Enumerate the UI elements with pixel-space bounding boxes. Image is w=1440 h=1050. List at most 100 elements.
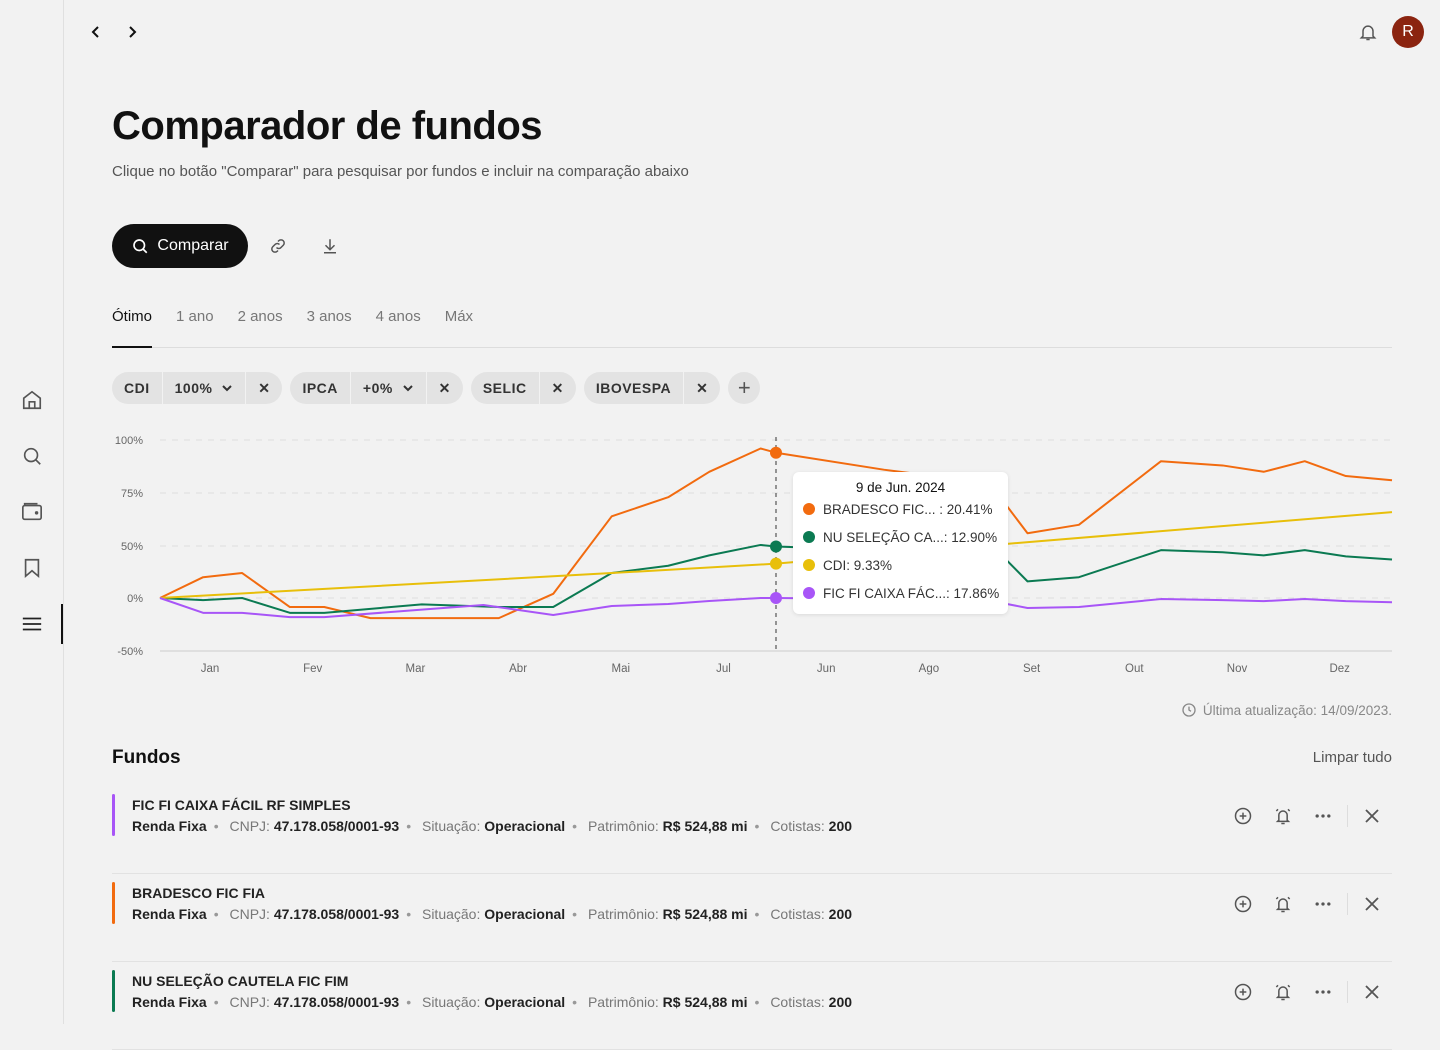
page-subtitle: Clique no botão "Comparar" para pesquisa… <box>112 163 689 180</box>
tab-4-anos[interactable]: 4 anos <box>375 308 421 325</box>
tab-2-anos[interactable]: 2 anos <box>237 308 283 325</box>
chip-ipca-label[interactable]: IPCA <box>290 372 351 404</box>
x-tick-label: Dez <box>1329 663 1350 675</box>
fund-holders: 200 <box>828 994 853 1010</box>
user-avatar[interactable]: R <box>1392 16 1424 48</box>
series-line <box>159 543 1393 614</box>
remove-fund-icon[interactable] <box>1352 804 1392 828</box>
link-icon[interactable] <box>266 234 290 258</box>
remove-ipca-icon[interactable]: ✕ <box>438 379 451 396</box>
y-tick-label: 75% <box>121 488 143 500</box>
chip-cdi-label[interactable]: CDI <box>112 372 163 404</box>
remove-fund-icon[interactable] <box>1352 980 1392 1004</box>
x-tick-label: Out <box>1125 663 1144 675</box>
status-label: Situação: <box>421 906 481 922</box>
tooltip-row: NU SELEÇÃO CA...: 12.90% <box>793 523 1008 551</box>
fund-cnpj: 47.178.058/0001-93 <box>273 906 400 922</box>
fund-row: BRADESCO FIC FIA Renda Fixa • CNPJ: 47.17… <box>112 874 1392 962</box>
fund-actions <box>1223 804 1392 828</box>
y-tick-label: 0% <box>127 593 143 605</box>
clock-icon <box>1182 703 1196 717</box>
tab-max[interactable]: Máx <box>444 308 474 325</box>
compare-button[interactable]: Comparar <box>112 224 248 268</box>
hover-point <box>770 540 782 553</box>
performance-chart[interactable]: 100% 75% 50% 0% -50% Jan Fev Mar Abr Mai Jul Jun Ago… <box>100 425 1400 685</box>
x-tick-label: Set <box>1023 663 1041 675</box>
add-circle-icon[interactable] <box>1223 804 1263 828</box>
last-updated: Última atualização: 14/09/2023. <box>1181 702 1392 718</box>
divider <box>1347 893 1348 915</box>
tab-otimo[interactable]: Ótimo <box>112 308 153 348</box>
chip-ipca-percent-select[interactable]: +0% <box>351 372 427 404</box>
remove-ibovespa-icon[interactable]: ✕ <box>696 379 709 396</box>
active-indicator <box>61 604 63 644</box>
clear-all-button[interactable]: Limpar tudo <box>1312 749 1392 766</box>
fund-assets: R$ 524,88 mi <box>662 818 748 834</box>
tab-3-anos[interactable]: 3 anos <box>306 308 352 325</box>
alarm-bell-icon[interactable] <box>1263 804 1303 828</box>
download-icon[interactable] <box>318 234 342 258</box>
tooltip-value: FIC FI CAIXA FÁC...: 17.86% <box>823 585 1000 601</box>
more-options-icon[interactable] <box>1303 892 1343 916</box>
back-button[interactable] <box>84 20 108 44</box>
assets-label: Patrimônio: <box>587 994 659 1010</box>
fund-status: Operacional <box>484 994 566 1010</box>
alarm-bell-icon[interactable] <box>1263 980 1303 1004</box>
fund-type: Renda Fixa <box>132 906 207 922</box>
tooltip-row: CDI: 9.33% <box>793 551 1008 579</box>
tab-1-ano[interactable]: 1 ano <box>176 308 214 325</box>
series-line <box>159 447 1393 620</box>
menu-icon[interactable] <box>20 612 44 636</box>
wallet-icon[interactable] <box>20 500 44 524</box>
x-tick-label: Jul <box>716 663 731 675</box>
assets-label: Patrimônio: <box>587 818 659 834</box>
fund-cnpj: 47.178.058/0001-93 <box>273 994 400 1010</box>
home-icon[interactable] <box>20 388 44 412</box>
y-tick-label: 50% <box>121 541 143 553</box>
hover-point <box>770 446 782 459</box>
fund-color-bar <box>112 970 115 1012</box>
forward-button[interactable] <box>120 20 144 44</box>
chip-cdi: CDI 100% ✕ <box>112 372 283 404</box>
cnpj-label: CNPJ: <box>229 818 270 834</box>
fund-name: NU SELEÇÃO CAUTELA FIC FIM <box>132 973 349 989</box>
tooltip-date: 9 de Jun. 2024 <box>855 480 946 495</box>
x-tick-label: Jun <box>817 663 836 675</box>
notifications-bell-icon[interactable] <box>1356 20 1380 44</box>
remove-fund-icon[interactable] <box>1352 892 1392 916</box>
chart-tooltip: 9 de Jun. 2024 BRADESCO FIC... : 20.41% … <box>793 472 1008 614</box>
add-circle-icon[interactable] <box>1223 980 1263 1004</box>
status-label: Situação: <box>421 994 481 1010</box>
holders-label: Cotistas: <box>770 818 825 834</box>
ipca-percent: +0% <box>362 380 393 396</box>
fund-assets: R$ 524,88 mi <box>662 994 748 1010</box>
chip-cdi-percent-select[interactable]: 100% <box>163 372 247 404</box>
x-tick-label: Nov <box>1227 663 1248 675</box>
series-line <box>159 511 1393 599</box>
search-icon <box>133 239 148 254</box>
more-options-icon[interactable] <box>1303 804 1343 828</box>
y-tick-label: -50% <box>117 646 143 658</box>
tooltip-value: NU SELEÇÃO CA...: 12.90% <box>823 529 998 545</box>
bookmark-icon[interactable] <box>20 556 44 580</box>
more-options-icon[interactable] <box>1303 980 1343 1004</box>
tooltip-value: CDI: 9.33% <box>823 557 893 573</box>
fund-row: NU SELEÇÃO CAUTELA FIC FIM Renda Fixa • C… <box>112 962 1392 1050</box>
remove-cdi-icon[interactable]: ✕ <box>258 379 271 396</box>
fund-name: BRADESCO FIC FIA <box>132 885 265 901</box>
search-icon[interactable] <box>20 444 44 468</box>
chip-selic-label[interactable]: SELIC <box>471 372 540 404</box>
holders-label: Cotistas: <box>770 906 825 922</box>
x-tick-label: Mai <box>612 663 631 675</box>
series-dot-icon <box>803 559 815 571</box>
cnpj-label: CNPJ: <box>229 994 270 1010</box>
funds-heading: Fundos <box>112 747 181 768</box>
add-circle-icon[interactable] <box>1223 892 1263 916</box>
add-benchmark-button[interactable]: + <box>728 372 761 404</box>
fund-color-bar <box>112 794 115 836</box>
fund-holders: 200 <box>828 818 853 834</box>
chip-ibovespa-label[interactable]: IBOVESPA <box>584 372 685 404</box>
remove-selic-icon[interactable]: ✕ <box>551 379 564 396</box>
alarm-bell-icon[interactable] <box>1263 892 1303 916</box>
fund-status: Operacional <box>484 818 566 834</box>
